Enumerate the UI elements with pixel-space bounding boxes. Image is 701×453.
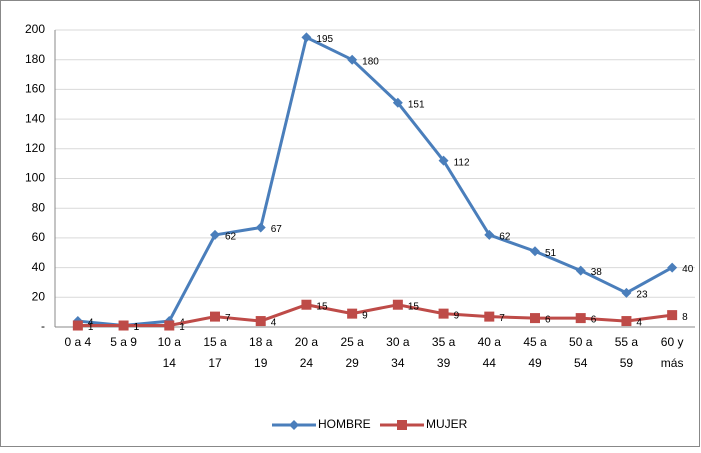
data-label: 1 — [134, 322, 140, 333]
marker — [255, 316, 266, 327]
marker — [301, 299, 312, 310]
data-label: 4 — [636, 318, 642, 329]
x-tick-label: 45 a 49 — [523, 335, 547, 370]
marker — [667, 262, 678, 273]
x-tick-label: 60 y más — [661, 335, 684, 370]
data-label: 4 — [271, 318, 277, 329]
data-label: 7 — [225, 313, 231, 324]
x-tick-label: 18 a 19 — [249, 335, 273, 370]
line — [77, 35, 673, 328]
marker — [667, 310, 678, 321]
x-tick-label: 55 a 59 — [615, 335, 639, 370]
data-label: 9 — [362, 310, 368, 321]
data-label: 1 — [179, 322, 185, 333]
x-tick-label: 5 a 9 — [110, 335, 137, 349]
x-tick-label: 40 a 44 — [478, 335, 502, 370]
data-label: 151 — [408, 99, 425, 110]
x-tick-label: 15 a 17 — [203, 335, 227, 370]
data-label: 40 — [682, 264, 694, 275]
marker — [484, 229, 495, 240]
marker — [621, 287, 632, 298]
data-label: 180 — [362, 56, 379, 67]
x-tick-label: 35 a 39 — [432, 335, 456, 370]
data-label: 112 — [454, 157, 470, 168]
y-tick-label: 100 — [25, 171, 45, 185]
legend-label: MUJER — [426, 417, 468, 431]
y-tick-label: 120 — [25, 141, 45, 155]
data-label: 15 — [316, 301, 328, 312]
x-tick-label: 50 a 54 — [569, 335, 593, 370]
marker — [438, 308, 449, 319]
data-label: 9 — [454, 310, 460, 321]
y-tick-label: 40 — [32, 260, 46, 274]
marker — [392, 299, 403, 310]
marker — [575, 313, 586, 324]
marker — [289, 420, 299, 430]
data-label: 8 — [682, 312, 688, 323]
x-tick-label: 0 a 4 — [65, 335, 92, 349]
marker — [397, 420, 407, 430]
data-label: 15 — [408, 301, 420, 312]
marker — [392, 97, 403, 108]
marker — [347, 308, 358, 319]
x-tick-label: 10 a 14 — [158, 335, 182, 370]
x-tick-label: 30 a 34 — [386, 335, 410, 370]
line — [77, 303, 673, 328]
data-label: 23 — [636, 289, 648, 300]
marker — [438, 155, 449, 166]
data-label: 62 — [225, 232, 237, 243]
marker — [210, 311, 220, 322]
y-tick-label: - — [41, 319, 45, 333]
y-tick-label: 180 — [25, 52, 45, 66]
y-tick-label: 160 — [25, 82, 45, 96]
y-tick-label: 140 — [25, 111, 45, 125]
marker — [347, 54, 358, 65]
data-label: 6 — [591, 315, 597, 326]
marker — [621, 316, 632, 327]
data-label: 7 — [499, 313, 505, 324]
marker — [210, 229, 220, 240]
marker — [530, 313, 540, 324]
data-label: 62 — [499, 232, 511, 243]
y-tick-label: 20 — [32, 289, 46, 303]
y-tick-label: 200 — [25, 22, 45, 36]
data-label: 195 — [316, 34, 333, 45]
marker — [72, 320, 83, 331]
y-tick-label: 80 — [32, 200, 46, 214]
data-label: 4 — [88, 318, 94, 329]
marker — [164, 320, 175, 331]
data-label: 1 — [134, 322, 140, 333]
legend-label: HOMBRE — [318, 417, 371, 431]
marker — [575, 265, 586, 276]
marker — [301, 32, 312, 43]
data-label: 1 — [88, 322, 94, 333]
marker — [530, 246, 540, 257]
data-label: 51 — [545, 248, 557, 259]
data-label: 67 — [271, 224, 283, 235]
data-label: 6 — [545, 315, 551, 326]
marker — [484, 311, 495, 322]
x-tick-label: 20 a 24 — [295, 335, 319, 370]
marker — [118, 320, 129, 331]
data-label: 38 — [591, 267, 603, 278]
y-tick-label: 60 — [32, 230, 46, 244]
x-tick-label: 25 a 29 — [340, 335, 364, 370]
marker — [255, 222, 266, 233]
